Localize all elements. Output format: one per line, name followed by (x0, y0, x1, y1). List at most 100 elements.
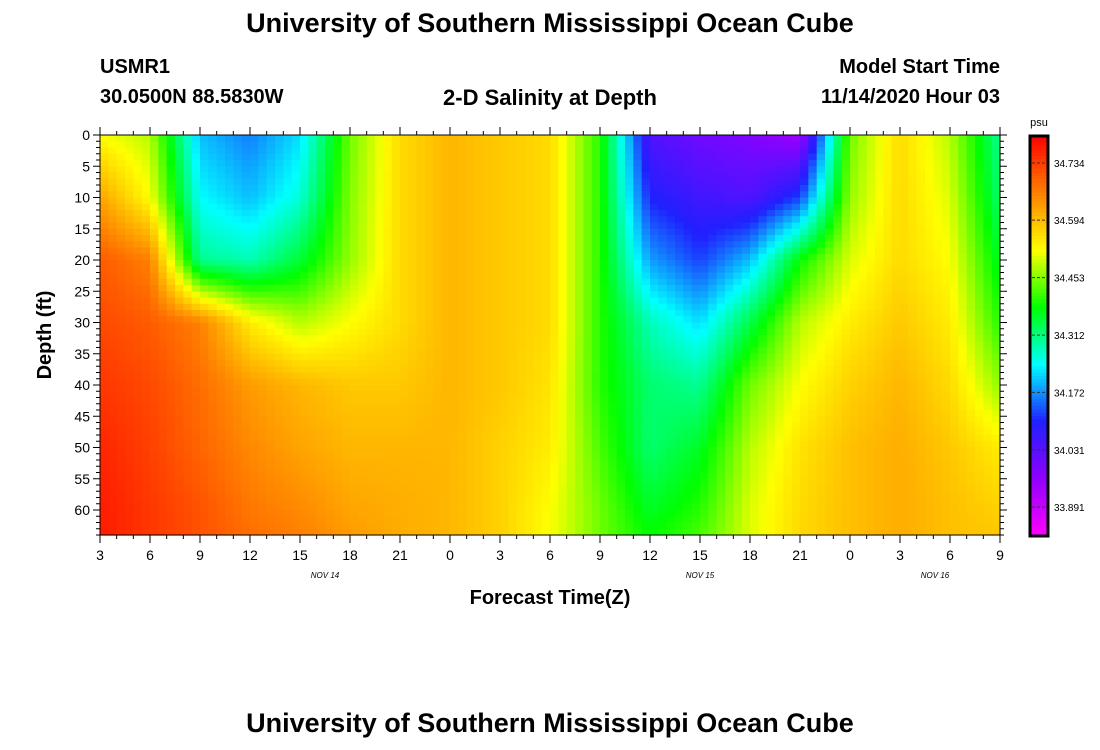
heatmap-cell (725, 328, 734, 336)
heatmap-cell (358, 216, 368, 224)
heatmap-cell (650, 378, 659, 386)
heatmap-cell (208, 303, 218, 311)
heatmap-cell (283, 341, 293, 349)
heatmap-cell (275, 347, 284, 355)
heatmap-cell (450, 397, 459, 405)
heatmap-cell (875, 347, 884, 355)
heatmap-cell (633, 403, 643, 411)
heatmap-cell (691, 135, 701, 142)
heatmap-cell (300, 285, 309, 292)
heatmap-cell (616, 341, 626, 349)
heatmap-cell (366, 397, 376, 405)
heatmap-cell (633, 210, 643, 217)
heatmap-cell (700, 391, 709, 399)
heatmap-cell (175, 378, 184, 386)
heatmap-cell (500, 272, 509, 280)
heatmap-cell (591, 335, 601, 342)
heatmap-cell (866, 166, 876, 174)
heatmap-cell (225, 328, 234, 336)
heatmap-cell (141, 185, 151, 192)
heatmap-cell (616, 303, 626, 311)
heatmap-cell (675, 241, 684, 249)
heatmap-cell (358, 172, 368, 180)
heatmap-cell (650, 391, 659, 399)
heatmap-cell (408, 241, 418, 249)
heatmap-cell (400, 378, 409, 386)
heatmap-cell (966, 322, 976, 330)
heatmap-cell (975, 197, 984, 205)
heatmap-cell (516, 266, 526, 274)
heatmap-cell (533, 228, 543, 236)
heatmap-cell (800, 341, 809, 349)
heatmap-cell (433, 397, 443, 405)
heatmap-cell (433, 372, 443, 380)
heatmap-cell (700, 253, 709, 261)
heatmap-cell (183, 341, 193, 349)
heatmap-cell (141, 310, 151, 317)
heatmap-cell (458, 303, 468, 311)
heatmap-cell (841, 235, 851, 242)
heatmap-cell (566, 135, 576, 142)
heatmap-cell (491, 135, 501, 142)
heatmap-cell (633, 285, 643, 292)
heatmap-cell (758, 266, 768, 274)
heatmap-cell (916, 335, 926, 342)
heatmap-cell (591, 178, 601, 186)
heatmap-cell (891, 153, 901, 161)
heatmap-cell (591, 278, 601, 286)
heatmap-cell (458, 360, 468, 367)
heatmap-cell (958, 210, 968, 217)
heatmap-cell (933, 203, 943, 211)
heatmap-cell (125, 166, 134, 174)
heatmap-cell (375, 385, 384, 392)
heatmap-cell (291, 147, 301, 155)
heatmap-cell (641, 160, 651, 167)
heatmap-cell (691, 197, 701, 205)
heatmap-cell (350, 185, 359, 192)
heatmap-cell (125, 278, 134, 286)
heatmap-cell (541, 216, 551, 224)
heatmap-cell (316, 316, 326, 324)
heatmap-cell (700, 360, 709, 367)
heatmap-cell (108, 316, 118, 324)
heatmap-cell (408, 272, 418, 280)
heatmap-cell (541, 322, 551, 330)
heatmap-cell (850, 253, 859, 261)
heatmap-cell (458, 285, 468, 292)
heatmap-cell (116, 135, 126, 142)
heatmap-cell (700, 328, 709, 336)
heatmap-cell (175, 197, 184, 205)
heatmap-cell (950, 322, 959, 330)
heatmap-cell (316, 160, 326, 167)
heatmap-cell (783, 203, 793, 211)
heatmap-cell (550, 160, 559, 167)
heatmap-cell (983, 253, 993, 261)
heatmap-cell (866, 222, 876, 230)
heatmap-cell (741, 291, 751, 299)
heatmap-cell (333, 360, 343, 367)
heatmap-cell (225, 197, 234, 205)
heatmap-cell (908, 178, 918, 186)
heatmap-cell (633, 241, 643, 249)
heatmap-cell (883, 166, 893, 174)
heatmap-cell (675, 272, 684, 280)
heatmap-cell (850, 303, 859, 311)
heatmap-cell (725, 416, 734, 424)
heatmap-cell (466, 147, 476, 155)
heatmap-cell (600, 160, 609, 167)
heatmap-cell (391, 247, 401, 255)
heatmap-cell (908, 253, 918, 261)
heatmap-cell (408, 216, 418, 224)
heatmap-cell (683, 203, 693, 211)
heatmap-cell (850, 285, 859, 292)
heatmap-cell (583, 385, 593, 392)
heatmap-cell (408, 278, 418, 286)
heatmap-cell (833, 335, 843, 342)
heatmap-cell (725, 397, 734, 405)
heatmap-cell (133, 197, 143, 205)
heatmap-cell (716, 203, 726, 211)
heatmap-cell (266, 341, 276, 349)
heatmap-cell (625, 366, 634, 374)
heatmap-cell (733, 297, 743, 305)
heatmap-cell (116, 291, 126, 299)
